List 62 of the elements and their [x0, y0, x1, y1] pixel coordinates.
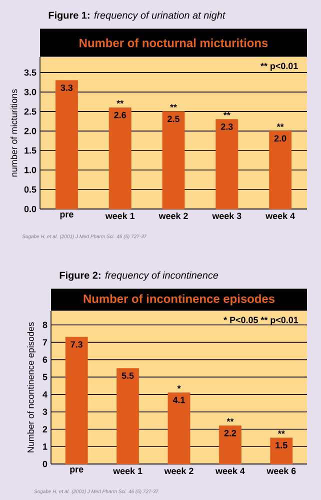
y-tick-label: 0.0 — [24, 206, 36, 212]
annotation: ** — [278, 430, 285, 434]
bar — [56, 80, 78, 210]
x-tick-label: week 1 — [105, 212, 135, 220]
x-tick-label: week 4 — [215, 468, 245, 474]
bar — [65, 336, 88, 464]
data-label: 2.6 — [114, 112, 126, 118]
chart-title: Figure 2: frequency of incontinence — [60, 271, 218, 281]
annotation: ** — [226, 418, 234, 422]
annotation: * — [177, 385, 181, 389]
data-label: 2.3 — [220, 124, 233, 130]
chart-subtitle: Number of incontinence episodes — [84, 294, 274, 306]
bar — [116, 368, 139, 464]
y-tick-label: 0.5 — [24, 186, 36, 193]
data-label: 4.1 — [172, 396, 185, 404]
y-tick-label: 8 — [42, 322, 48, 328]
y-tick-label: 6 — [42, 356, 48, 363]
y-tick-label: 2 — [42, 426, 48, 432]
x-tick-label: pre — [60, 212, 74, 220]
bar — [269, 130, 292, 210]
x-tick-label: week 2 — [158, 212, 188, 220]
data-label: 2.5 — [168, 116, 180, 122]
annotation: ** — [116, 100, 124, 104]
annotation: ** — [276, 124, 284, 128]
annotation: ** — [223, 112, 230, 116]
y-tick-label: 3 — [42, 408, 48, 416]
y-tick-label: 2.5 — [24, 108, 36, 115]
y-tick-label: 1.0 — [24, 166, 36, 174]
y-tick-label: 4 — [42, 391, 48, 398]
y-tick-label: 2.0 — [24, 128, 36, 134]
y-tick-label: 1 — [43, 444, 48, 450]
y-axis-title: number of micturitions — [10, 89, 18, 177]
y-tick-label: 0 — [42, 460, 48, 468]
y-axis-title: Number of ncontinence episodes — [27, 322, 36, 452]
data-label: 1.5 — [276, 442, 288, 448]
annotation: ** p<0.01 — [260, 62, 298, 71]
y-tick-label: 3.0 — [24, 88, 36, 96]
annotation: ** — [170, 104, 177, 108]
x-tick-label: week 3 — [212, 212, 242, 220]
bar — [270, 438, 293, 464]
data-label: 5.5 — [122, 372, 134, 379]
data-label: 7.3 — [70, 341, 82, 348]
y-tick-label: 3.5 — [24, 69, 36, 76]
data-label: 2.2 — [224, 430, 236, 436]
data-label: 2.0 — [274, 135, 286, 142]
bar — [168, 392, 190, 464]
bar — [108, 107, 132, 210]
y-tick-label: 5 — [42, 374, 48, 380]
bar — [219, 426, 242, 464]
y-tick-label: 7 — [42, 339, 48, 346]
bar — [162, 111, 185, 210]
chart-title: Figure 1: frequency of urination at night — [48, 11, 226, 21]
x-tick-label: pre — [70, 468, 84, 474]
y-tick-label: 1.5 — [24, 147, 36, 154]
x-tick-label: week 4 — [266, 212, 295, 220]
x-tick-label: week 2 — [164, 468, 194, 474]
x-tick-label: week 1 — [113, 468, 142, 474]
chart-subtitle: Number of nocturnal micturitions — [80, 38, 268, 48]
annotation: * P<0.05 ** p<0.01 — [224, 316, 298, 325]
x-tick-label: week 6 — [266, 468, 296, 474]
bar — [216, 119, 238, 210]
data-label: 3.3 — [60, 84, 73, 91]
